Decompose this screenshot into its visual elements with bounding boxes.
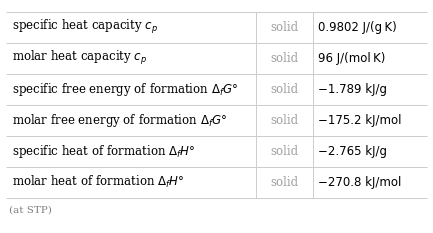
Text: −1.789 kJ/g: −1.789 kJ/g	[318, 83, 387, 96]
Text: solid: solid	[271, 145, 299, 158]
Text: −270.8 kJ/mol: −270.8 kJ/mol	[318, 176, 402, 188]
Text: specific heat of formation $\Delta_f H°$: specific heat of formation $\Delta_f H°$	[12, 143, 195, 160]
Text: solid: solid	[271, 21, 299, 34]
Text: solid: solid	[271, 176, 299, 188]
Text: (at STP): (at STP)	[9, 206, 52, 215]
Text: molar heat capacity $c_p$: molar heat capacity $c_p$	[12, 49, 147, 67]
Text: solid: solid	[271, 114, 299, 127]
Text: specific heat capacity $c_p$: specific heat capacity $c_p$	[12, 18, 158, 36]
Text: −175.2 kJ/mol: −175.2 kJ/mol	[318, 114, 402, 127]
Text: specific free energy of formation $\Delta_f G°$: specific free energy of formation $\Delt…	[12, 81, 238, 98]
Text: molar heat of formation $\Delta_f H°$: molar heat of formation $\Delta_f H°$	[12, 174, 184, 190]
Text: 0.9802 J/(g K): 0.9802 J/(g K)	[318, 21, 397, 34]
Text: 96 J/(mol K): 96 J/(mol K)	[318, 52, 386, 65]
Text: −2.765 kJ/g: −2.765 kJ/g	[318, 145, 387, 158]
Text: molar free energy of formation $\Delta_f G°$: molar free energy of formation $\Delta_f…	[12, 112, 227, 129]
Text: solid: solid	[271, 52, 299, 65]
Text: solid: solid	[271, 83, 299, 96]
